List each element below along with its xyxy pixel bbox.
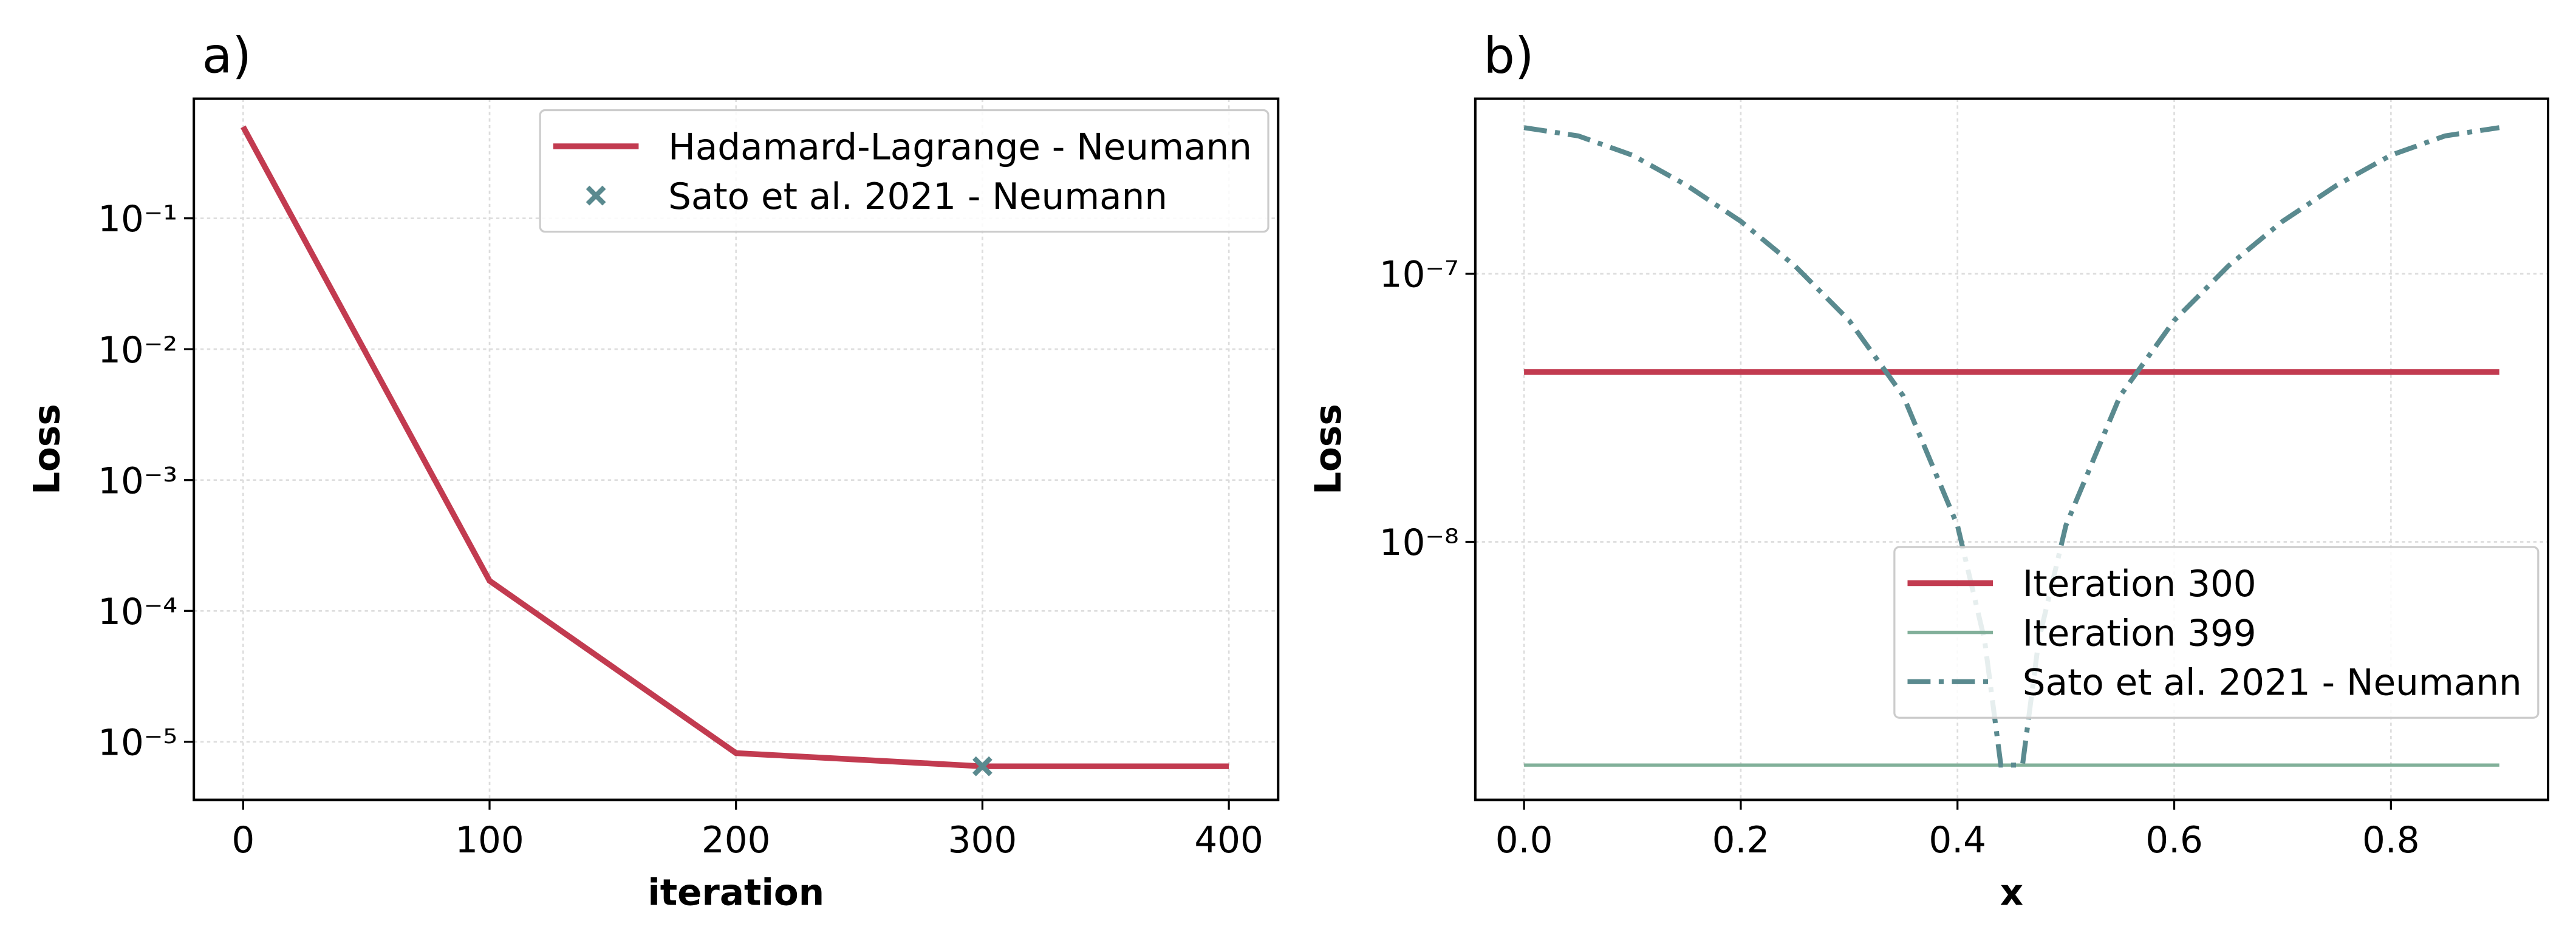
legend: Iteration 300 Iteration 399 Sato et al. 20… [1893, 546, 2540, 719]
plot-frame [1474, 97, 2550, 801]
chart-panel: a) 0 100 200 300 400 10⁻¹ 10⁻² 10⁻³ 10⁻⁴ 10⁻⁵ itera… [26, 27, 1280, 914]
legend-label: Sato et al. 2021 - Neumann [2023, 662, 2522, 704]
panel-title: b) [1483, 27, 1534, 84]
y-axis-label: Loss [1308, 404, 1350, 495]
x-axis-label: x [2000, 872, 2023, 914]
marker [972, 756, 992, 777]
y-tick-label: 10⁻⁷ [1379, 254, 1459, 296]
legend-box [539, 109, 1269, 233]
y-tick-label: 10⁻³ [98, 460, 177, 502]
legend-label: Hadamard-Lagrange - Neumann [668, 127, 1252, 169]
x-tick-label: 0.8 [2362, 820, 2420, 862]
chart-panel: b) 0.0 0.2 0.4 0.6 0.8 10⁻⁷ 10⁻⁸ x Loss Iteration … [1308, 27, 2550, 914]
y-tick-label: 10⁻¹ [98, 199, 177, 240]
x-tick-label: 400 [1194, 820, 1263, 862]
x-tick-label: 0.4 [1929, 820, 1986, 862]
y-tick-label: 10⁻² [98, 330, 177, 372]
series-line [241, 125, 1229, 769]
legend-swatch [586, 185, 606, 206]
y-tick-label: 10⁻⁵ [98, 722, 177, 764]
legend-label: Sato et al. 2021 - Neumann [668, 176, 1167, 218]
legend-label: Iteration 399 [2023, 613, 2257, 654]
y-tick-label: 10⁻⁸ [1379, 522, 1459, 564]
x-tick-label: 300 [948, 820, 1017, 862]
legend-label: Iteration 300 [2023, 563, 2257, 605]
x-tick-label: 0.0 [1495, 820, 1553, 862]
y-axis-label: Loss [26, 404, 68, 495]
x-tick-label: 0.2 [1712, 820, 1770, 862]
legend-box [1893, 546, 2540, 719]
x-tick-label: 100 [455, 820, 524, 862]
legend: Hadamard-Lagrange - Neumann Sato et al. 2… [539, 109, 1269, 233]
y-tick-label: 10⁻⁴ [98, 591, 177, 633]
plot-frame [193, 97, 1280, 801]
series-line [1523, 125, 2500, 768]
x-axis-label: iteration [647, 872, 824, 914]
x-tick-label: 0 [231, 820, 255, 862]
x-tick-label: 0.6 [2145, 820, 2203, 862]
x-tick-label: 200 [702, 820, 771, 862]
panel-title: a) [202, 27, 251, 84]
